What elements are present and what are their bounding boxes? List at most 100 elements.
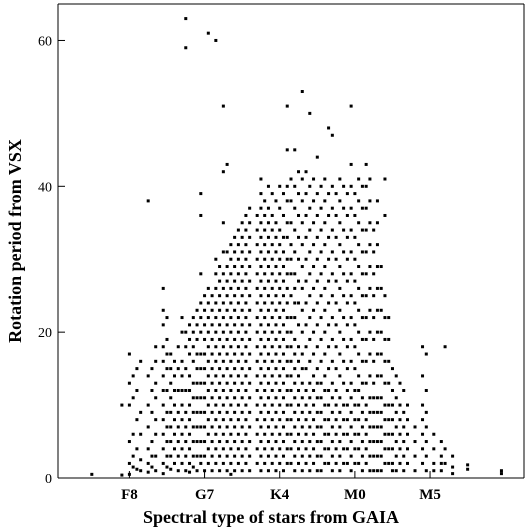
data-point: [139, 458, 143, 462]
data-point: [255, 257, 259, 261]
data-point: [327, 367, 331, 371]
data-point: [327, 447, 331, 451]
data-point: [188, 374, 192, 378]
data-point: [421, 374, 425, 378]
data-point: [297, 418, 301, 422]
data-point: [150, 465, 154, 469]
data-point: [206, 447, 210, 451]
data-point: [312, 352, 316, 356]
data-point: [266, 454, 270, 458]
data-point: [165, 454, 169, 458]
data-point: [413, 440, 417, 444]
data-point: [176, 367, 180, 371]
data-point: [372, 381, 376, 385]
data-point: [439, 461, 443, 465]
data-point: [161, 432, 165, 436]
data-point: [297, 257, 301, 261]
data-point: [263, 286, 267, 290]
data-point: [255, 301, 259, 305]
data-point: [330, 272, 334, 276]
data-point: [327, 432, 331, 436]
data-point: [255, 359, 259, 363]
data-point: [319, 410, 323, 414]
data-point: [184, 410, 188, 414]
data-point: [210, 308, 214, 312]
data-point: [169, 425, 173, 429]
data-point: [278, 228, 282, 232]
data-point: [281, 425, 285, 429]
data-point: [248, 440, 252, 444]
data-point: [353, 388, 357, 392]
data-point: [300, 425, 304, 429]
data-point: [266, 381, 270, 385]
data-point: [338, 265, 342, 269]
data-point: [285, 388, 289, 392]
data-point: [270, 432, 274, 436]
data-point: [154, 359, 158, 363]
data-point: [195, 308, 199, 312]
data-point: [330, 294, 334, 298]
data-point: [281, 265, 285, 269]
data-point: [330, 469, 334, 473]
data-point: [206, 330, 210, 334]
data-point: [304, 323, 308, 327]
data-point: [300, 330, 304, 334]
data-point: [229, 316, 233, 320]
data-point: [173, 388, 176, 392]
data-point: [270, 316, 274, 320]
data-point: [308, 469, 312, 473]
data-point: [364, 403, 368, 407]
data-point: [263, 418, 267, 422]
data-point: [383, 447, 387, 451]
data-point: [315, 301, 319, 305]
data-point: [199, 330, 203, 334]
data-point: [285, 316, 289, 320]
data-point: [319, 454, 323, 458]
data-point: [263, 243, 267, 247]
data-point: [379, 410, 383, 414]
data-point: [383, 381, 387, 385]
data-point: [266, 265, 270, 269]
data-point: [274, 221, 278, 225]
data-point: [394, 374, 398, 378]
data-point: [203, 294, 207, 298]
data-point: [349, 381, 353, 385]
data-point: [214, 374, 218, 378]
data-point: [349, 425, 353, 429]
data-point: [353, 432, 357, 436]
data-point: [375, 265, 379, 269]
data-point: [263, 316, 267, 320]
data-point: [236, 359, 240, 363]
data-point: [398, 403, 402, 407]
data-point: [240, 440, 244, 444]
data-point: [285, 359, 289, 363]
data-point: [338, 308, 342, 312]
data-point: [244, 330, 248, 334]
data-point: [176, 345, 180, 349]
data-point: [297, 345, 301, 349]
data-point: [203, 381, 207, 385]
data-point: [278, 418, 282, 422]
data-point: [304, 367, 308, 371]
data-point: [349, 440, 353, 444]
data-point: [221, 418, 225, 422]
data-point: [266, 396, 270, 400]
data-point: [180, 461, 184, 465]
data-point: [387, 447, 391, 451]
data-point: [263, 388, 267, 392]
data-point: [255, 213, 259, 217]
data-point: [176, 410, 180, 414]
data-point: [402, 425, 406, 429]
data-point: [281, 469, 285, 473]
data-point: [281, 213, 285, 217]
data-point: [304, 301, 308, 305]
data-point: [334, 279, 338, 283]
data-point: [229, 257, 233, 261]
data-point: [342, 418, 346, 422]
data-point: [342, 250, 346, 254]
data-point: [315, 323, 319, 327]
data-point: [274, 396, 278, 400]
data-point: [334, 192, 338, 196]
data-point: [281, 410, 285, 414]
data-point: [424, 388, 428, 392]
